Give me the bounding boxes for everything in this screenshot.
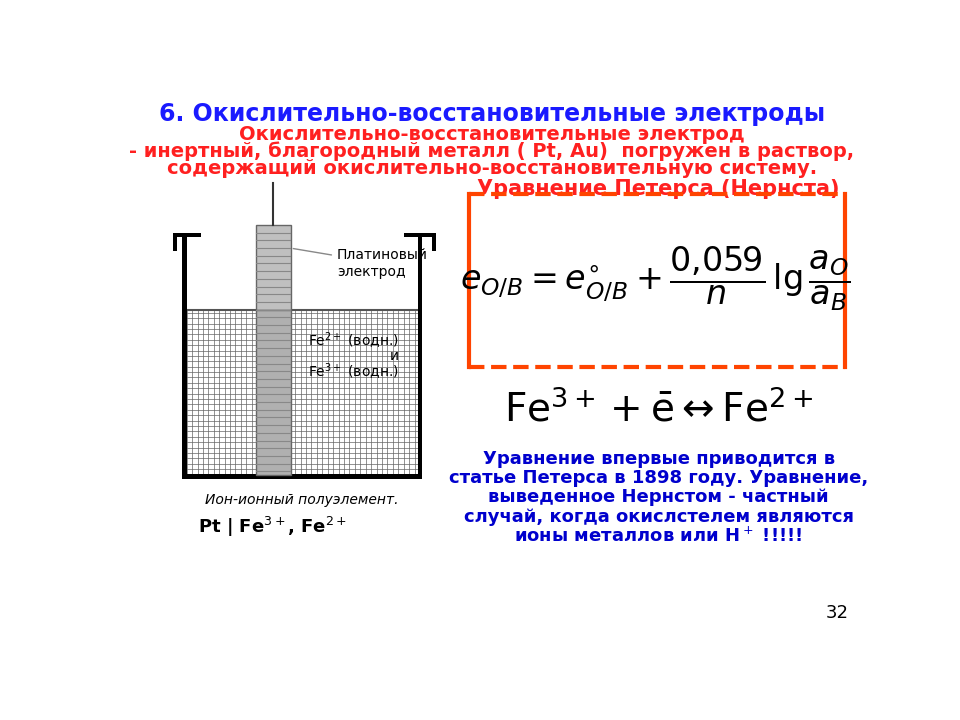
Text: Fe$^{2+}$ (водн.): Fe$^{2+}$ (водн.) (308, 330, 399, 351)
Text: 32: 32 (826, 603, 849, 621)
Text: $e_{O/B} = e^{\circ}_{O/B} + \dfrac{0{,}059}{n}\,\mathrm{lg}\,\dfrac{a_O}{a_B}$: $e_{O/B} = e^{\circ}_{O/B} + \dfrac{0{,}… (460, 245, 850, 313)
Text: содержащий окислительно-восстановительную систему.: содержащий окислительно-восстановительну… (167, 159, 817, 178)
Text: Уравнение впервые приводится в: Уравнение впервые приводится в (483, 450, 834, 468)
Text: выведенное Нернстом - частный: выведенное Нернстом - частный (489, 488, 828, 506)
Bar (432, 233, 436, 251)
Bar (173, 233, 178, 251)
Bar (186, 310, 418, 474)
Bar (403, 233, 432, 238)
Text: ионы металлов или Н$^+$ !!!!!: ионы металлов или Н$^+$ !!!!! (515, 527, 803, 546)
Text: $\mathrm{Fe^{3+} + \bar{e} \leftrightarrow Fe^{2+}}$: $\mathrm{Fe^{3+} + \bar{e} \leftrightarr… (504, 390, 813, 430)
Text: 6. Окислительно-восстановительные электроды: 6. Окислительно-восстановительные электр… (159, 102, 825, 126)
Bar (182, 233, 186, 479)
Bar (186, 238, 418, 310)
Bar (173, 233, 201, 238)
Text: - инертный, благородный металл ( Pt, Au)  погружен в раствор,: - инертный, благородный металл ( Pt, Au)… (130, 142, 854, 161)
Bar (255, 310, 291, 475)
Text: Fe$^{3+}$ (водн.): Fe$^{3+}$ (водн.) (308, 361, 399, 382)
Text: Pt | Fe$^{3+}$, Fe$^{2+}$: Pt | Fe$^{3+}$, Fe$^{2+}$ (198, 516, 347, 539)
Text: Ион-ионный полуэлемент.: Ион-ионный полуэлемент. (205, 493, 398, 507)
Text: статье Петерса в 1898 году. Уравнение,: статье Петерса в 1898 году. Уравнение, (449, 469, 868, 487)
Bar (255, 225, 291, 310)
Text: Уравнение Петерса (Нернста): Уравнение Петерса (Нернста) (477, 179, 840, 199)
Bar (418, 233, 422, 479)
Text: Окислительно-восстановительные электрод: Окислительно-восстановительные электрод (239, 125, 745, 144)
Text: и: и (390, 349, 399, 363)
Text: Платиновый
электрод: Платиновый электрод (293, 248, 428, 279)
Bar (182, 474, 422, 479)
Text: случай, когда окислстелем являются: случай, когда окислстелем являются (464, 508, 853, 526)
